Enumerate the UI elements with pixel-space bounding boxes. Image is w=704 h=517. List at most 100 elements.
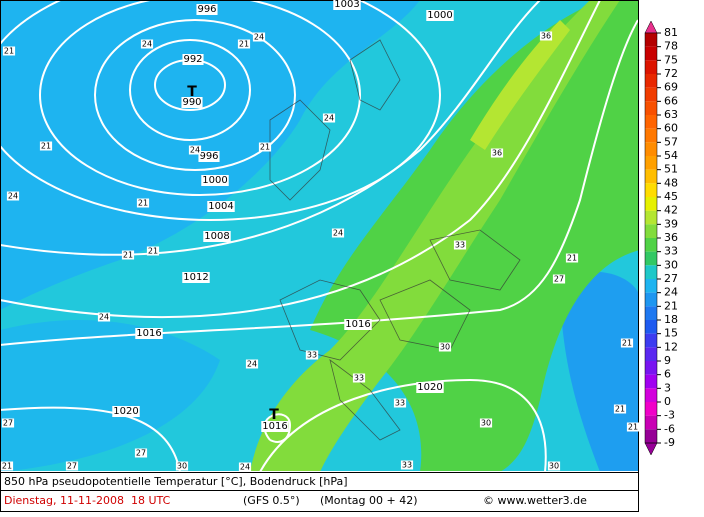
colorbar-label: 81 xyxy=(664,26,678,39)
isobar-label: 1008 xyxy=(204,231,229,242)
isobar-label: 990 xyxy=(182,97,201,108)
colorbar-frame xyxy=(644,32,658,444)
temperature-label-bg xyxy=(65,461,79,471)
colorbar-label: 72 xyxy=(664,67,678,80)
temperature-label: 21 xyxy=(4,47,14,56)
colorbar-segment xyxy=(645,183,657,197)
colorbar-segment xyxy=(645,101,657,115)
temperature-label-bg xyxy=(322,113,336,123)
temperature-label-bg xyxy=(479,418,493,428)
colorbar-label: 60 xyxy=(664,122,678,135)
temperature-label: 21 xyxy=(2,462,12,471)
colorbar-segment xyxy=(645,347,657,361)
isobar-label-bg xyxy=(261,421,289,432)
temperature-label-bg xyxy=(539,31,553,41)
isobar-label-bg xyxy=(196,4,218,15)
temperature-label: 24 xyxy=(99,313,109,322)
temperature-label-bg xyxy=(175,461,189,471)
temperature-label: 21 xyxy=(138,199,148,208)
temperature-label-bg xyxy=(305,350,319,360)
temperature-label-bg xyxy=(136,198,150,208)
footer-title: 850 hPa pseudopotentielle Temperatur [°C… xyxy=(4,475,348,488)
colorbar: 8178757269666360575451484542393633302724… xyxy=(644,20,678,456)
colorbar-segment xyxy=(645,388,657,402)
colorbar-label: 0 xyxy=(664,395,671,408)
colorbar-segment xyxy=(645,374,657,389)
footer-date: Dienstag, 11-11-2008 18 UTC xyxy=(4,494,171,507)
temperature-label: 24 xyxy=(324,114,334,123)
isobar-label: 1020 xyxy=(417,382,442,393)
temperature-label: 21 xyxy=(123,251,133,260)
isobar-label-bg xyxy=(112,406,140,417)
temperature-label-bg xyxy=(140,39,154,49)
colorbar-label: 54 xyxy=(664,149,678,162)
colorbar-cap xyxy=(644,20,658,34)
temperature-label: 36 xyxy=(541,32,551,41)
temperature-label: 30 xyxy=(481,419,491,428)
isobar-label-bg xyxy=(135,328,163,339)
temperature-label: 24 xyxy=(240,463,250,472)
colorbar-segment xyxy=(645,224,657,238)
isobar-label-bg xyxy=(203,231,231,242)
colorbar-label: 69 xyxy=(664,81,678,94)
colorbar-segment xyxy=(645,128,657,143)
temperature-label: 30 xyxy=(549,462,559,471)
temperature-label: 30 xyxy=(177,462,187,471)
temperature-label: 24 xyxy=(254,33,264,42)
temperature-label: 21 xyxy=(622,339,632,348)
colorbar-segment xyxy=(645,197,657,211)
colorbar-segment xyxy=(645,251,657,266)
temperature-label-bg xyxy=(258,142,272,152)
temperature-label-bg xyxy=(438,342,452,352)
low-marker: T xyxy=(187,84,197,100)
isobar-label: 1016 xyxy=(345,319,370,330)
temperature-label-bg xyxy=(352,373,366,383)
temperature-label: 27 xyxy=(67,462,77,471)
colorbar-segment xyxy=(645,402,657,416)
temperature-label: 21 xyxy=(260,143,270,152)
temperature-label-bg xyxy=(565,253,579,263)
colorbar-segment xyxy=(645,115,657,129)
temperature-label: 33 xyxy=(354,374,364,383)
temperature-label: 21 xyxy=(41,142,51,151)
colorbar-label: 36 xyxy=(664,231,678,244)
isobar-label-bg xyxy=(333,0,361,10)
low-marker: T xyxy=(269,407,279,423)
temperature-label-bg xyxy=(2,46,16,56)
temperature-label-bg xyxy=(237,39,251,49)
colorbar-segment xyxy=(645,320,657,334)
temperature-label-bg xyxy=(626,422,640,432)
isobar-label: 996 xyxy=(197,4,216,15)
temperature-label: 33 xyxy=(402,461,412,470)
isobar-label: 1016 xyxy=(262,421,287,432)
colorbar-segment xyxy=(645,156,657,170)
colorbar-label: 33 xyxy=(664,245,678,258)
temperature-label-bg xyxy=(252,32,266,42)
colorbar-label: 42 xyxy=(664,204,678,217)
temperature-label: 33 xyxy=(455,241,465,250)
colorbar-segment xyxy=(645,60,657,74)
colorbar-cap xyxy=(644,442,658,456)
temperature-label-bg xyxy=(453,240,467,250)
temperature-label-bg xyxy=(146,246,160,256)
temperature-label: 27 xyxy=(136,449,146,458)
colorbar-label: 18 xyxy=(664,313,678,326)
temperature-label-bg xyxy=(6,191,20,201)
colorbar-label: 27 xyxy=(664,272,678,285)
temperature-label-bg xyxy=(0,461,14,471)
temperature-label: 27 xyxy=(3,419,13,428)
temperature-label: 21 xyxy=(615,405,625,414)
temperature-label: 33 xyxy=(395,399,405,408)
colorbar-label: 48 xyxy=(664,176,678,189)
temperature-label-bg xyxy=(238,462,252,472)
isobar-label: 1020 xyxy=(113,406,138,417)
isobar-label-bg xyxy=(182,272,210,283)
temperature-label-bg xyxy=(134,448,148,458)
footer-box xyxy=(0,472,639,512)
map-labels: 996 1000 1003 992 990 996 1000 1004 1008 1012 1016… xyxy=(0,0,640,472)
colorbar-label: 12 xyxy=(664,340,678,353)
isobar-label: 996 xyxy=(199,151,218,162)
colorbar-segment xyxy=(645,46,657,61)
footer-model: (GFS 0.5°) xyxy=(243,494,300,507)
